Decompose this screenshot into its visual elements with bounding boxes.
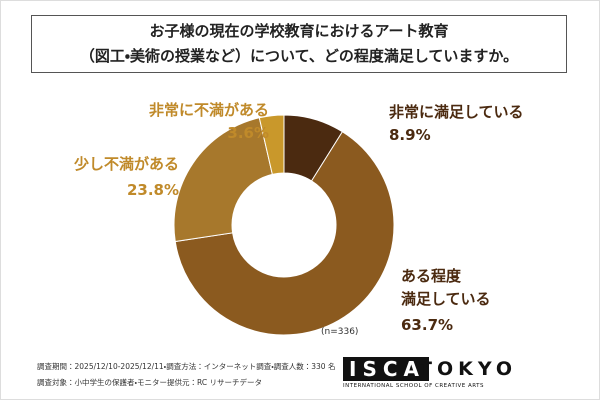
donut-slice	[258, 114, 285, 175]
category-label: 非常に満足している	[389, 103, 524, 121]
footer-line: 調査期間：2025/12/10-2025/12/11・調査方法：インターネット調…	[37, 362, 336, 371]
category-label: 少し不満がある	[73, 155, 179, 173]
chart-title: お子様の現在の学校教育におけるアート教育 （図工・美術の授業など）について、どの…	[31, 15, 567, 73]
value-label: 23.8%	[126, 181, 179, 199]
logo-word: TOKYO	[419, 358, 518, 380]
sample-note: (n=336)	[321, 327, 359, 337]
footer-line: 調査対象：小中学生の保護者・モニター提供元：RC リサーチデータ	[37, 378, 263, 387]
logo-tagline: INTERNATIONAL SCHOOL OF CREATIVE ARTS	[343, 383, 484, 389]
value-label: 3.6%	[227, 124, 269, 142]
donut-slice	[173, 117, 273, 243]
value-label: 63.7%	[401, 316, 454, 334]
logo-mark: ISCA	[343, 357, 430, 381]
category-label: ある程度 満足している	[401, 267, 491, 308]
value-label: 8.9%	[389, 126, 431, 144]
category-label: 非常に不満がある	[148, 101, 269, 119]
donut-slice	[174, 131, 395, 336]
